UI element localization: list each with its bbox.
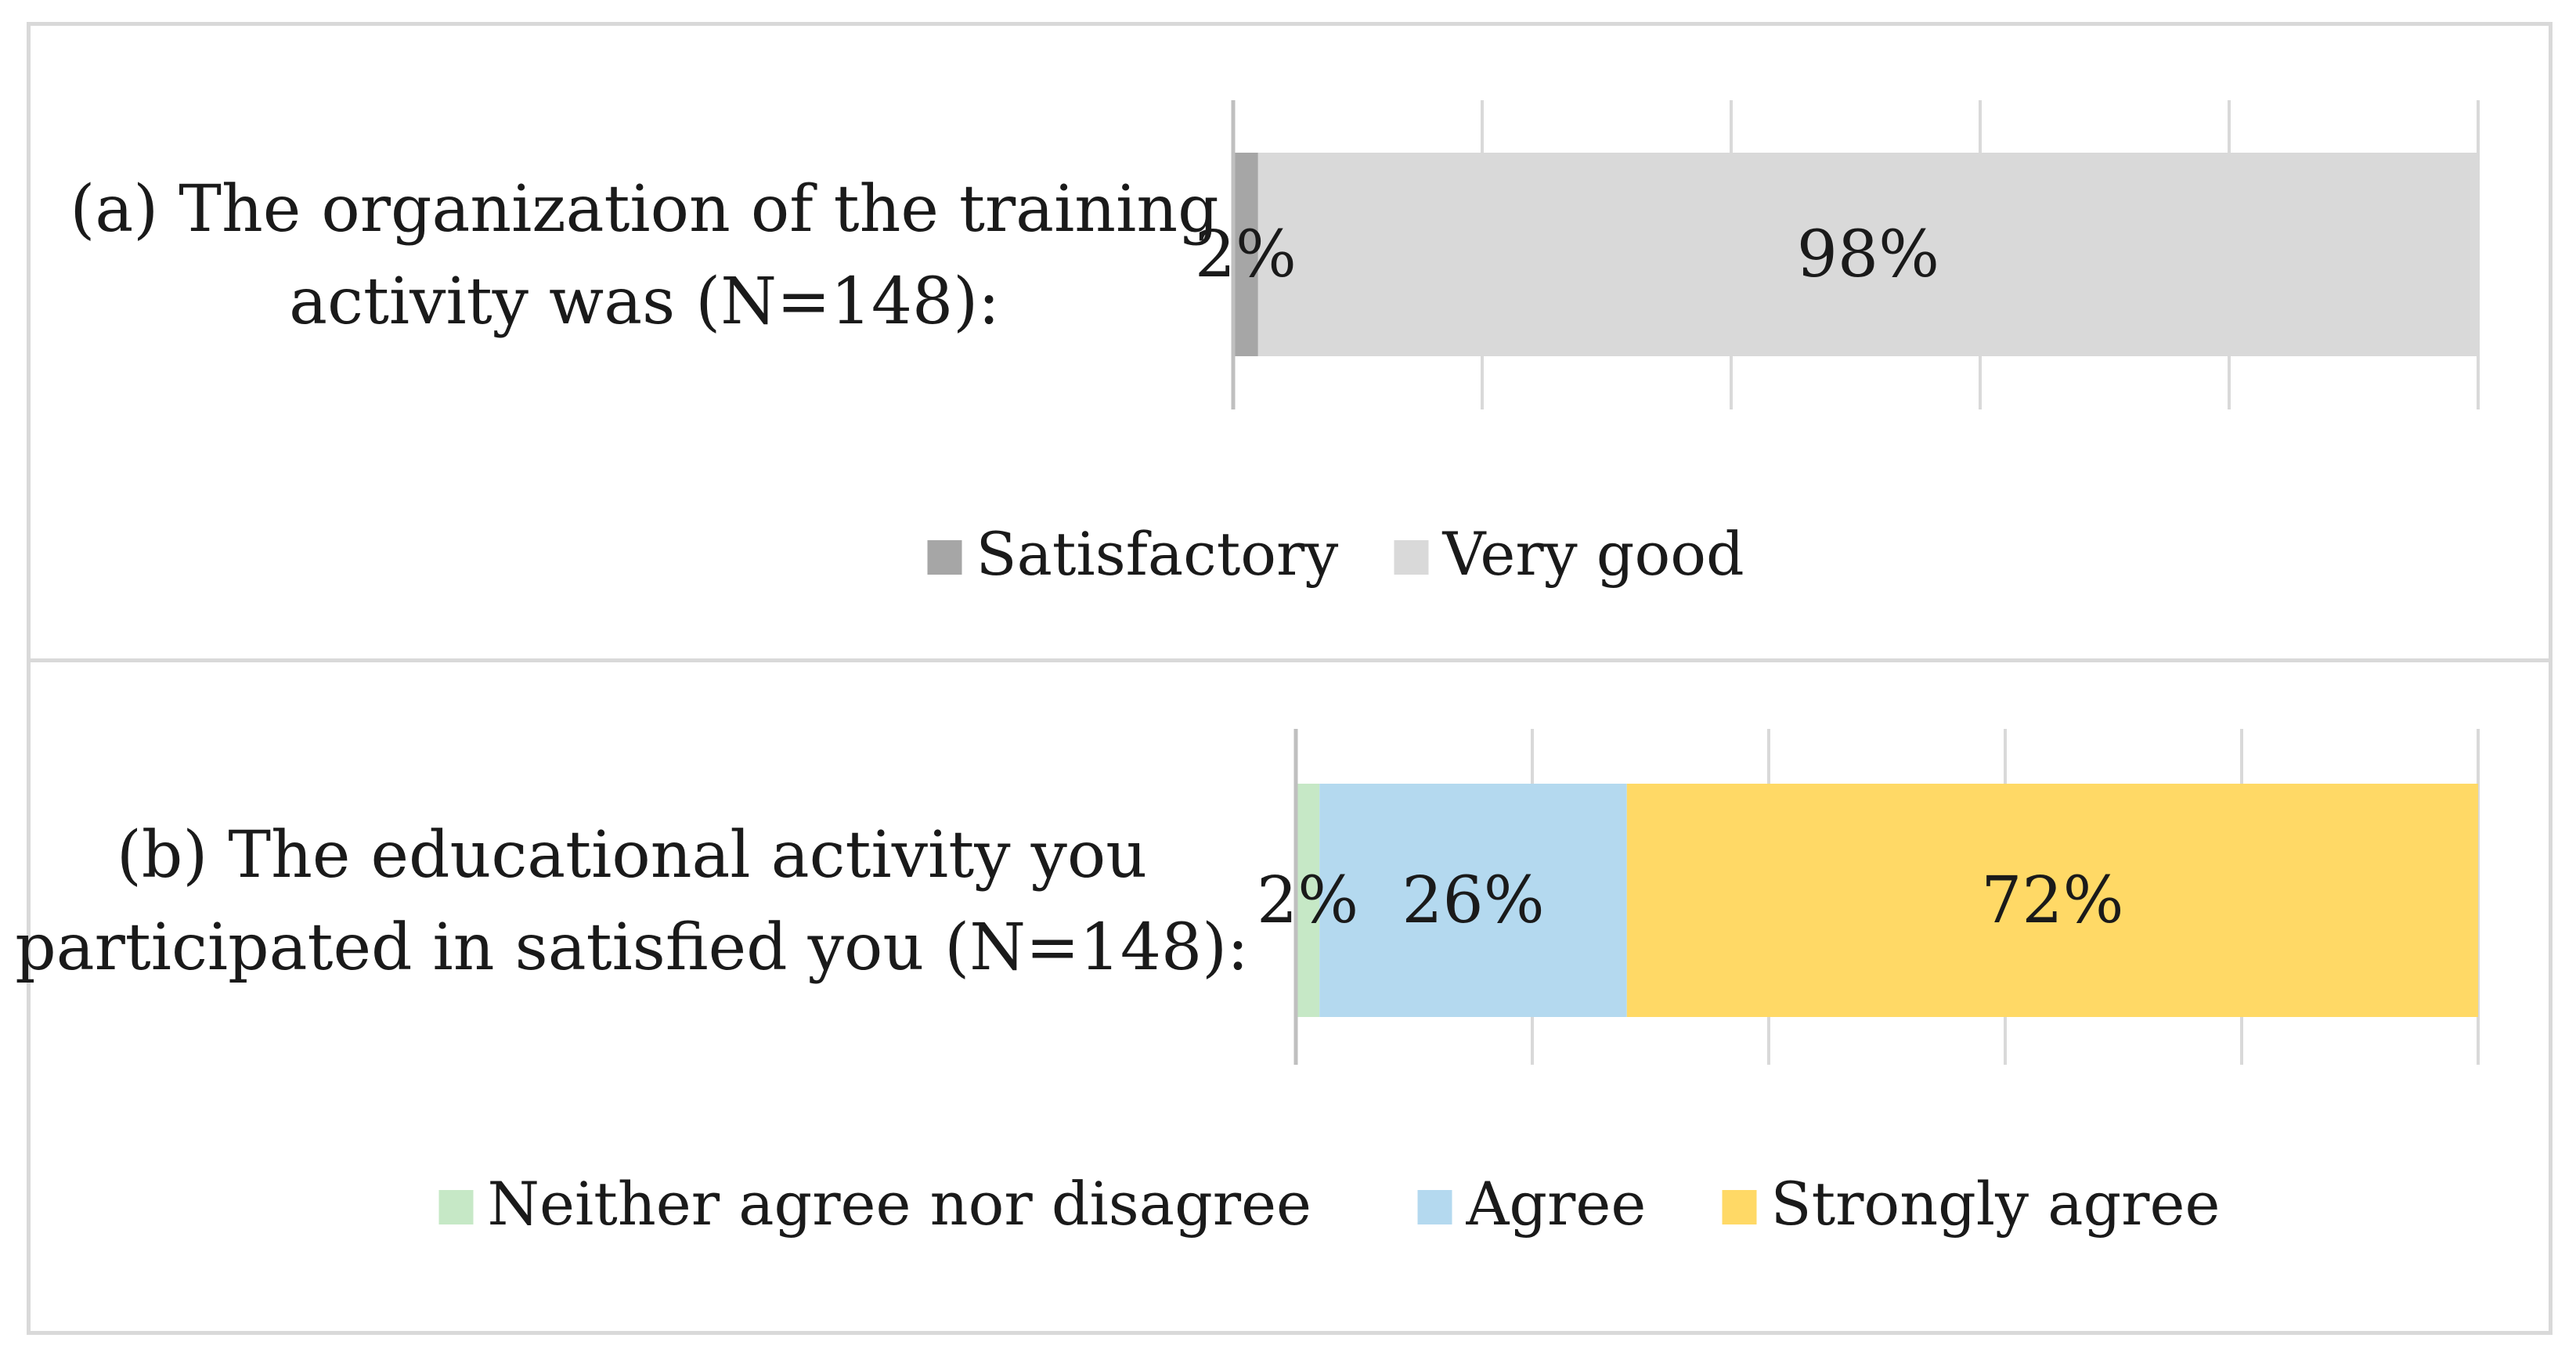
bar-segment-agree — [1319, 784, 1627, 1017]
category-label-line: participated in satisfied you (N=148): — [15, 911, 1249, 985]
chart-a-svg: 2% 98% (a) The organization of the trainin… — [70, 100, 2480, 589]
bar-segment-satisfactory — [1233, 153, 1258, 356]
legend-label-agree: Agree — [1466, 1169, 1647, 1239]
legend-label-very-good: Very good — [1442, 519, 1744, 589]
data-label-agree: 26% — [1402, 864, 1544, 938]
bar-segment-very-good — [1257, 153, 2478, 356]
category-label-line: (a) The organization of the training — [70, 172, 1218, 247]
bar-segment-neither-agree-nor-disagree — [1296, 784, 1320, 1017]
legend-swatch-satisfactory — [927, 540, 962, 575]
legend-swatch-agree — [1417, 1190, 1452, 1224]
legend-label-satisfactory: Satisfactory — [976, 519, 1339, 589]
category-label-line: (b) The educational activity you — [117, 818, 1147, 893]
data-label-very-good: 98% — [1797, 218, 1939, 292]
legend-swatch-very-good — [1394, 540, 1429, 575]
legend-swatch-neither-agree-nor-disagree — [438, 1190, 474, 1224]
bar-segment-strongly-agree — [1626, 784, 2478, 1017]
chart-panel-b: 2% 26% 72% (b) The educational activity you… — [15, 658, 2553, 1335]
chart-panel-a: 2% 98% (a) The organization of the trainin… — [27, 22, 2553, 662]
category-label-line: activity was (N=148): — [289, 265, 1000, 339]
data-label-satisfactory: 2% — [1195, 218, 1297, 292]
legend-label-neither-agree-nor-disagree: Neither agree nor disagree — [488, 1169, 1312, 1239]
legend-swatch-strongly-agree — [1722, 1190, 1757, 1224]
data-label-neither-agree-nor-disagree: 2% — [1257, 864, 1358, 938]
data-label-strongly-agree: 72% — [1981, 864, 2123, 938]
legend-label-strongly-agree: Strongly agree — [1771, 1169, 2221, 1239]
legend: Neither agree nor disagree Agree Strongly … — [438, 1169, 2221, 1239]
chart-b-svg: 2% 26% 72% (b) The educational activity you… — [15, 729, 2480, 1239]
legend: Satisfactory Very good — [927, 519, 1744, 589]
